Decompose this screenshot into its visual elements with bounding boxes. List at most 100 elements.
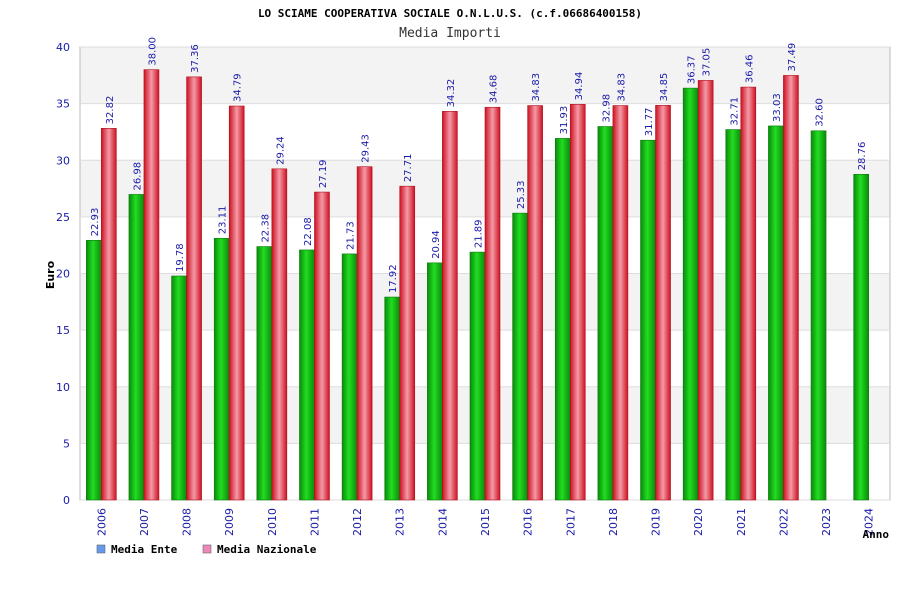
data-label: 32.98 (601, 94, 612, 123)
data-label: 38.00 (147, 37, 158, 66)
y-tick-label: 35 (56, 98, 70, 111)
y-tick-label: 20 (56, 268, 70, 281)
data-label: 21.89 (474, 219, 485, 248)
data-label: 28.76 (857, 142, 868, 171)
legend-label: Media Ente (111, 543, 178, 556)
x-axis-label: Anno (863, 528, 890, 541)
bar-media-ente (341, 253, 358, 501)
legend-item-media-nazionale: Media Nazionale (202, 543, 317, 556)
x-tick-label: 2008 (181, 508, 194, 536)
data-label: 34.83 (531, 73, 542, 102)
data-label: 34.79 (233, 73, 244, 102)
y-tick-label: 10 (56, 381, 70, 394)
data-label: 29.24 (275, 136, 286, 165)
x-tick-label: 2013 (394, 508, 407, 536)
x-tick-label: 2018 (607, 508, 620, 536)
x-tick-label: 2020 (692, 508, 705, 536)
bar-media-nazionale (783, 75, 799, 501)
bar-media-nazionale (314, 191, 330, 501)
bar-media-ente (171, 275, 187, 501)
data-label: 22.93 (90, 208, 101, 237)
y-axis-ticks: 0 5 10 15 20 25 30 35 40 (56, 41, 70, 507)
legend-item-media-ente: Media Ente (96, 543, 178, 556)
data-label: 21.73 (346, 221, 357, 250)
y-tick-label: 15 (56, 324, 70, 337)
data-label: 36.37 (687, 55, 698, 84)
legend: Media Ente Media Nazionale (96, 543, 317, 556)
bar-media-ente (853, 173, 869, 501)
data-label: 32.60 (815, 98, 826, 127)
data-label: 37.36 (190, 44, 201, 73)
legend-swatch (96, 544, 106, 554)
bar-media-ente (427, 262, 443, 501)
data-label: 26.98 (132, 162, 143, 191)
bar-media-nazionale (569, 104, 586, 501)
data-label: 37.05 (702, 48, 713, 77)
bar-media-nazionale (356, 166, 373, 501)
bar-media-ente (384, 296, 401, 501)
data-label: 19.78 (175, 243, 186, 272)
bar-media-ente (597, 126, 614, 501)
bar-media-ente (256, 246, 273, 501)
bar-media-ente (469, 251, 486, 501)
bar-media-ente (682, 87, 699, 501)
bar-media-ente (128, 194, 145, 501)
y-tick-label: 40 (56, 41, 70, 54)
bar-media-nazionale (101, 128, 117, 501)
data-label: 31.77 (644, 108, 655, 137)
data-label: 17.92 (388, 264, 399, 293)
x-tick-label: 2010 (266, 508, 279, 536)
x-tick-label: 2023 (820, 508, 833, 536)
data-label: 27.71 (403, 154, 414, 183)
bar-media-ente (768, 125, 784, 501)
bar-media-ente (640, 139, 656, 501)
data-label: 34.94 (574, 72, 585, 101)
x-tick-label: 2011 (308, 508, 321, 536)
x-tick-label: 2022 (777, 508, 790, 536)
bar-media-nazionale (271, 168, 288, 501)
data-label: 34.83 (616, 73, 627, 102)
bar-media-nazionale (697, 80, 714, 501)
x-axis-ticks: 2006 2007 2008 2009 2010 2011 2012 2013 2014 2015… (95, 508, 875, 536)
data-label: 32.82 (105, 96, 116, 125)
legend-label: Media Nazionale (217, 543, 317, 556)
data-label: 22.38 (260, 214, 271, 243)
data-label: 27.19 (318, 159, 329, 188)
data-label: 22.08 (303, 217, 314, 246)
data-label: 33.03 (772, 93, 783, 122)
bar-media-nazionale (399, 185, 416, 501)
y-axis-label: Euro (44, 260, 57, 289)
x-tick-label: 2016 (522, 508, 535, 536)
bar-media-ente (86, 240, 102, 501)
data-labels: 22.93 32.82 26.98 38.00 19.78 37.36 23.11 34.79… (90, 37, 868, 293)
data-label: 34.85 (659, 73, 670, 102)
x-tick-label: 2015 (479, 508, 492, 536)
x-tick-label: 2012 (351, 508, 364, 536)
x-tick-label: 2017 (564, 508, 577, 536)
data-label: 23.11 (218, 206, 229, 235)
x-tick-label: 2024 (863, 508, 876, 536)
bar-media-ente (810, 130, 827, 501)
data-label: 32.71 (729, 97, 740, 126)
y-tick-label: 5 (63, 437, 70, 450)
x-tick-label: 2009 (223, 508, 236, 536)
bar-media-nazionale (527, 105, 543, 501)
x-tick-label: 2006 (95, 508, 108, 536)
data-label: 34.32 (446, 79, 457, 108)
data-label: 34.68 (489, 75, 500, 104)
legend-swatch (202, 544, 212, 554)
bar-media-ente (299, 249, 315, 501)
bar-media-nazionale (143, 69, 160, 501)
x-tick-label: 2007 (138, 508, 151, 536)
data-label: 29.43 (361, 134, 372, 163)
y-tick-label: 0 (63, 494, 70, 507)
data-label: 25.33 (516, 180, 527, 209)
bar-media-nazionale (228, 105, 245, 501)
bar-media-nazionale (740, 86, 757, 501)
chart-title: LO SCIAME COOPERATIVA SOCIALE O.N.L.U.S.… (258, 7, 642, 20)
bar-media-ente (213, 237, 230, 501)
bar-media-nazionale (655, 105, 671, 501)
bar-media-ente (725, 129, 742, 501)
bar-media-nazionale (612, 105, 629, 501)
